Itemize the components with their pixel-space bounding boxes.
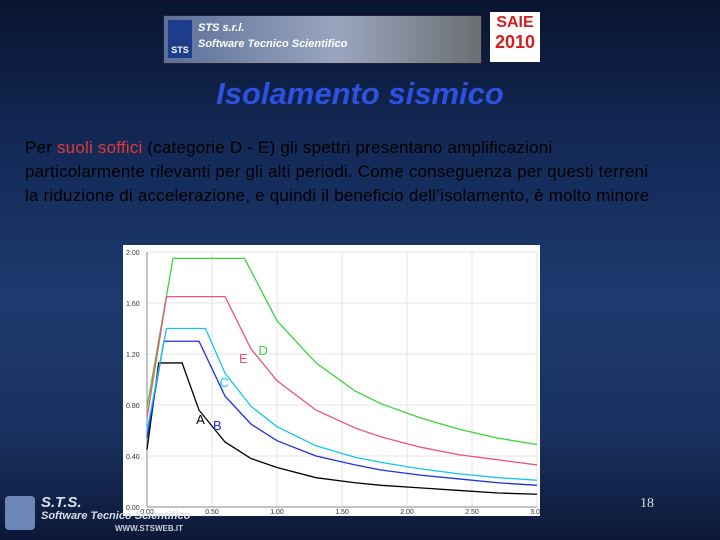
series-line (146, 340, 538, 486)
tagline: Software Tecnico Scientifico (198, 38, 348, 50)
page-number: 18 (640, 496, 654, 511)
y-tick-label: 0.00 (126, 505, 140, 512)
x-tick-label: 2.50 (465, 509, 479, 516)
footer-icon (5, 496, 35, 530)
series-line (146, 295, 538, 466)
logo: STS (168, 20, 192, 58)
series-label: E (239, 351, 248, 366)
footer-tagline: Software Tecnico Scientifico (41, 510, 191, 522)
y-tick-label: 2.00 (126, 250, 140, 257)
company: STS s.r.l. (198, 22, 245, 34)
y-tick-label: 0.80 (126, 403, 140, 410)
series-label: D (259, 343, 268, 358)
fair-logo: SAIE 2010 (490, 12, 540, 62)
series-line (146, 257, 538, 446)
chart-background (123, 245, 540, 516)
highlight: suoli soffici (56, 138, 143, 157)
series-line (146, 327, 538, 481)
text: (categorie D - E) gli spettri presentano… (25, 138, 650, 205)
x-tick-label: 0.00 (140, 509, 154, 516)
fair-year: 2010 (494, 32, 536, 52)
chart: 0.00 0.40 0.80 1.20 1.60 2.00 0.00 0.50 1.00 1.50… (123, 245, 540, 516)
series-label: C (220, 375, 229, 390)
series-label: B (213, 418, 222, 433)
y-tick-label: 1.20 (126, 352, 140, 359)
x-tick-label: 1.00 (270, 509, 284, 516)
fair-name: SAIE (496, 14, 534, 31)
body-text: Per suoli soffici (categorie D - E) gli … (25, 136, 650, 208)
footer-website: WWW.STSWEB.IT (115, 524, 183, 533)
series-line (146, 362, 538, 495)
footer-company: S.T.S. (41, 494, 82, 511)
y-tick-label: 0.40 (126, 454, 140, 461)
header-banner: STS STS s.r.l. Software Tecnico Scientif… (163, 15, 482, 64)
series-label: A (196, 412, 205, 427)
footer: S.T.S. Software Tecnico Scientifico WWW.… (5, 492, 190, 536)
x-tick-label: 3.00 (530, 509, 540, 516)
y-tick-label: 1.60 (126, 301, 140, 308)
slide-title: Isolamento sismico (216, 76, 504, 111)
x-tick-label: 1.50 (335, 509, 349, 516)
x-tick-label: 0.50 (205, 509, 219, 516)
x-tick-label: 2.00 (400, 509, 414, 516)
text: Per (25, 138, 57, 157)
